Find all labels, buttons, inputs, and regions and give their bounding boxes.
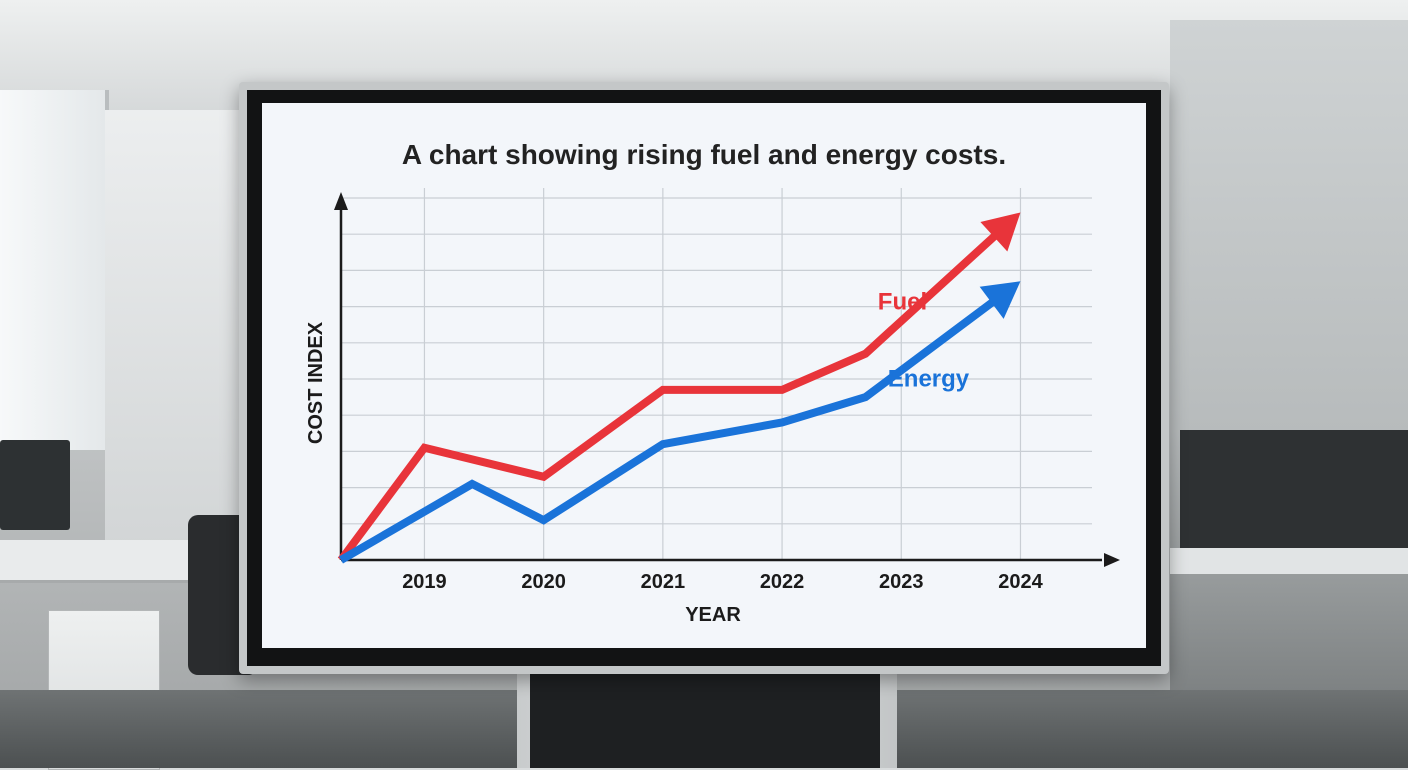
series-label-energy: Energy (888, 365, 970, 392)
series-line-fuel (337, 224, 1007, 563)
display-screen: A chart showing rising fuel and energy c… (262, 103, 1146, 648)
table-right (1170, 548, 1408, 574)
series-arrowhead-fuel (980, 212, 1021, 252)
x-tick-label: 2021 (641, 571, 686, 593)
y-axis-arrow (334, 192, 348, 210)
x-axis-title: YEAR (685, 604, 741, 626)
display-stand-panel (530, 672, 880, 768)
desk-monitor (0, 440, 70, 530)
axes: 2019 2020 2021 2022 2023 2024 (334, 192, 1120, 593)
chart-title: A chart showing rising fuel and energy c… (401, 139, 1007, 170)
chart-labels: COST INDEX YEAR (305, 321, 741, 626)
x-tick-label: 2024 (998, 571, 1043, 593)
desk (0, 540, 200, 583)
wall (105, 110, 240, 550)
window (0, 90, 109, 450)
series-arrowhead-energy (979, 281, 1021, 319)
desk-right (1180, 430, 1408, 550)
grid (341, 188, 1092, 560)
glass-partition (1170, 20, 1408, 768)
series-line-energy (338, 291, 1006, 564)
x-tick-label: 2023 (879, 571, 924, 593)
line-chart: 2019 2020 2021 2022 2023 2024 Fuel Energy COST… (305, 188, 1120, 626)
series-label-fuel: Fuel (878, 288, 927, 315)
x-axis-arrow (1104, 553, 1120, 567)
x-tick-label: 2022 (760, 571, 805, 593)
x-tick-label: 2019 (402, 571, 447, 593)
series-lines: Fuel Energy (337, 212, 1021, 564)
y-axis-title: COST INDEX (305, 321, 327, 444)
x-tick-label: 2020 (521, 571, 566, 593)
